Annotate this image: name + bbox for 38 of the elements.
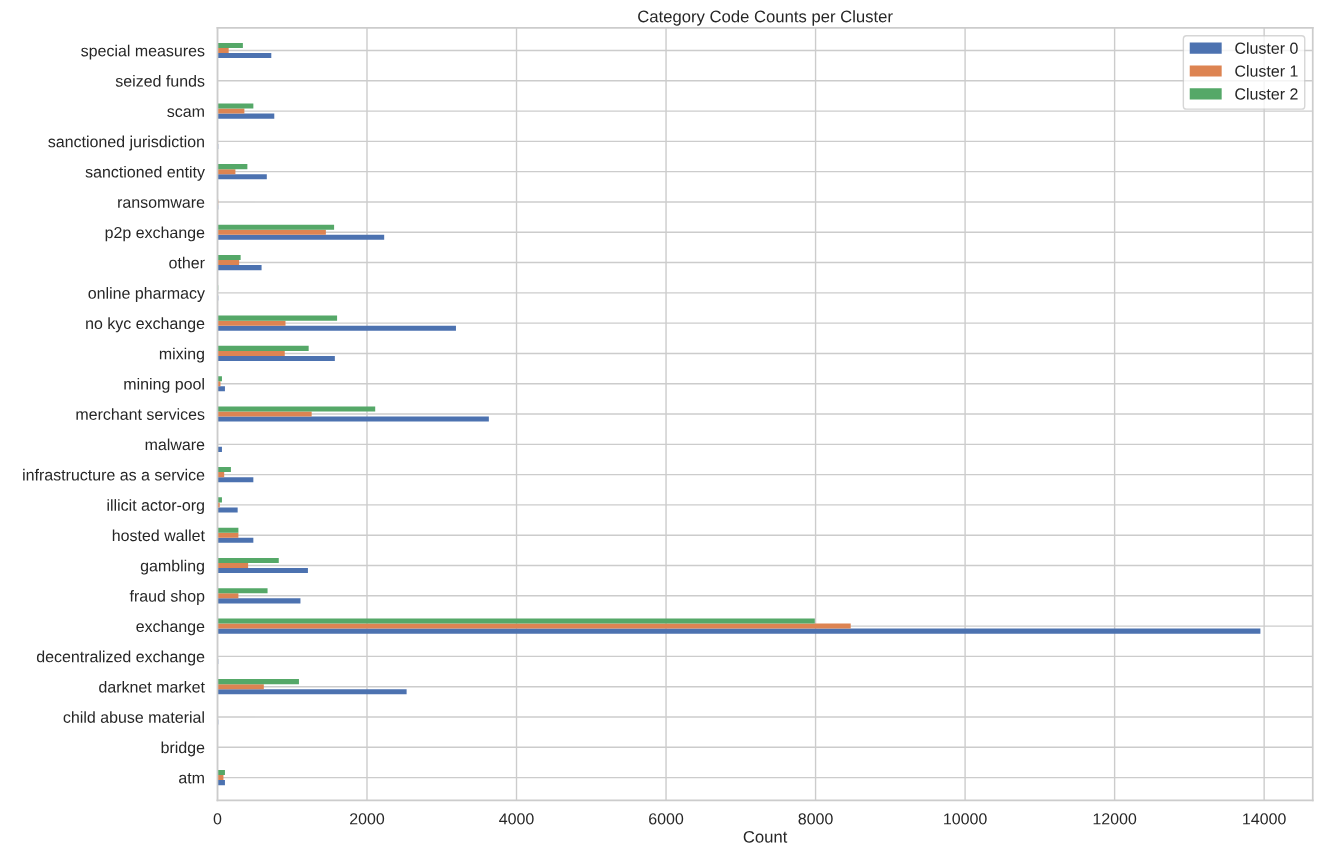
y-tick-label: atm bbox=[179, 773, 204, 784]
y-tick-label: online pharmacy bbox=[88, 287, 205, 302]
x-tick-label: 10000 bbox=[944, 813, 987, 825]
y-tick-label: fraud shop bbox=[129, 590, 205, 605]
x-tick-label: 0 bbox=[213, 813, 222, 825]
y-tick-label: sanctioned jurisdiction bbox=[48, 135, 204, 151]
y-tick-label: mining pool bbox=[124, 377, 204, 393]
x-tick-label: 14000 bbox=[1243, 813, 1286, 825]
x-axis-title: Count bbox=[743, 830, 788, 843]
y-tick-label: merchant services bbox=[76, 408, 205, 420]
x-tick-label: 6000 bbox=[649, 813, 684, 825]
y-tick-label: malware bbox=[145, 438, 205, 451]
legend-label: Cluster 2 bbox=[1235, 87, 1298, 100]
y-tick-label: hosted wallet bbox=[112, 529, 205, 542]
legend-label: Cluster 0 bbox=[1235, 42, 1298, 54]
y-tick-label: darknet market bbox=[99, 680, 205, 693]
y-tick-label: exchange bbox=[136, 620, 205, 636]
legend-label: Cluster 1 bbox=[1235, 65, 1298, 77]
y-tick-label: sanctioned entity bbox=[85, 165, 205, 181]
y-tick-label: no kyc exchange bbox=[86, 317, 205, 333]
y-tick-label: ransomware bbox=[118, 199, 205, 208]
y-tick-label: seized funds bbox=[115, 75, 205, 87]
y-tick-label: illicit actor-org bbox=[107, 499, 204, 515]
y-tick-label: special measures bbox=[81, 44, 205, 60]
y-tick-label: gambling bbox=[140, 559, 204, 575]
y-tick-label: other bbox=[169, 256, 205, 269]
chart-title: Category Code Counts per Cluster bbox=[638, 10, 893, 26]
x-tick-label: 4000 bbox=[499, 813, 534, 825]
y-tick-label: bridge bbox=[161, 741, 205, 757]
x-tick-label: 12000 bbox=[1093, 813, 1137, 825]
y-tick-label: child abuse material bbox=[63, 711, 204, 723]
y-tick-label: decentralized exchange bbox=[36, 650, 205, 666]
x-tick-label: 2000 bbox=[350, 813, 385, 825]
y-tick-label: infrastructure as a service bbox=[23, 468, 205, 481]
x-tick-label: 8000 bbox=[798, 813, 833, 825]
y-tick-label: p2p exchange bbox=[105, 226, 205, 242]
y-tick-label: mixing bbox=[159, 347, 204, 363]
y-tick-label: scam bbox=[167, 108, 204, 118]
